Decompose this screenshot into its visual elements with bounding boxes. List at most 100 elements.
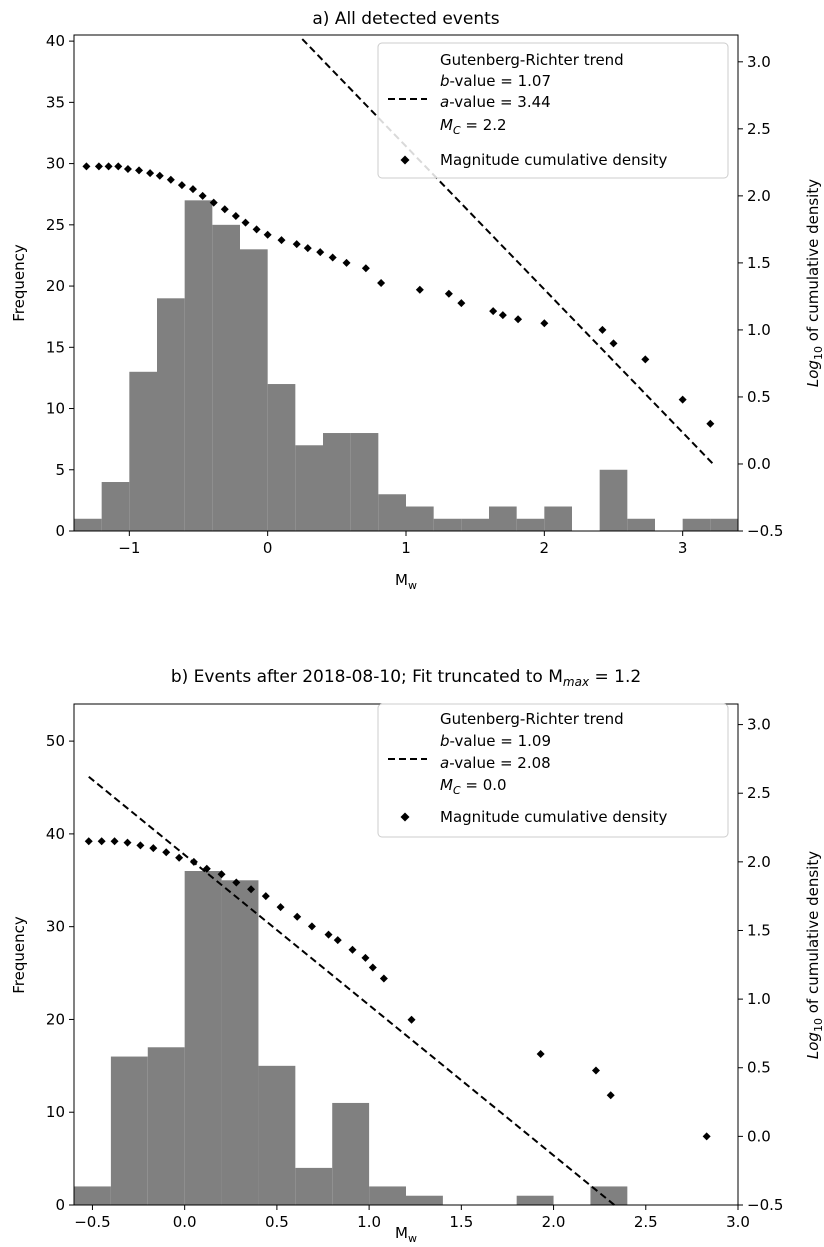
cumulative-point [82,162,91,171]
cumulative-points-a [82,162,715,428]
cumulative-point [328,253,337,262]
y-tick-label: 40 [46,32,65,50]
cumulative-point [104,162,113,171]
y-right-tick-label: 0.0 [747,1127,771,1145]
cumulative-point [155,171,164,180]
y-label-right-b: Log10 of cumulative density [804,851,824,1059]
legend-box-b [377,703,729,838]
histogram-bar [433,518,462,531]
histogram-bar [295,445,323,531]
histogram-bar [267,384,296,531]
y-tick-label: 20 [46,277,65,295]
histogram-bar [378,494,406,531]
cumulative-point [361,953,370,962]
cumulative-point [276,903,285,912]
legend-a: Gutenberg-Richter trend b-value = 1.07 a… [377,42,729,179]
histogram-bar [110,1056,148,1205]
histogram-bar [627,518,655,531]
legend-line-label-b-3: a-value = 2.08 [440,754,551,772]
cumulative-point [368,963,377,972]
cumulative-point [598,325,607,334]
histogram-bar [295,1167,333,1205]
x-tick-label: 0 [263,539,273,557]
y-ticks-right-b: −0.5 0.0 0.5 1.0 1.5 2.0 2.5 3.0 [738,716,783,1214]
cumulative-point [232,878,241,887]
cumulative-point [457,299,466,308]
cumulative-point [110,837,119,846]
histogram-bar [350,433,379,531]
legend-line-label-b-2: b-value = 1.09 [440,732,551,750]
histogram-bar [710,518,738,531]
cumulative-point [606,1091,615,1100]
histogram-bar [516,1195,554,1205]
x-tick-label: −0.5 [74,1213,110,1231]
x-tick-label: 1.5 [449,1213,473,1231]
y-right-tick-label: 1.5 [747,254,771,272]
x-tick-label: 2 [540,539,550,557]
x-tick-label: 2.5 [634,1213,658,1231]
cumulative-point [198,191,207,200]
histogram-bar [101,482,130,531]
histogram-bar [240,249,268,531]
cumulative-point [609,339,618,348]
cumulative-point [342,258,351,267]
cumulative-point [333,936,342,945]
legend-line-label-a-4: MC = 2.2 [440,116,507,137]
histogram-b [74,871,628,1205]
y-right-tick-label: 1.5 [747,921,771,939]
histogram-bar [599,469,628,531]
y-right-tick-label: 1.0 [747,990,771,1008]
cumulative-point [247,885,256,894]
y-tick-label: 10 [46,400,65,418]
y-right-tick-label: 0.5 [747,1059,771,1077]
cumulative-point [94,162,103,171]
histogram-a [74,200,738,532]
cumulative-point [149,844,158,853]
x-tick-label: 0.0 [173,1213,197,1231]
y-right-tick-label: 1.0 [747,321,771,339]
legend-marker-label-a: Magnitude cumulative density [440,151,668,169]
histogram-bar [369,1186,406,1205]
y-right-tick-label: 2.0 [747,187,771,205]
cumulative-point [84,837,93,846]
x-tick-label: 2.0 [542,1213,566,1231]
cumulative-point [202,864,211,873]
cumulative-point [114,162,123,171]
cumulative-point [324,930,333,939]
cumulative-point [415,285,424,294]
cumulative-point [252,225,261,234]
x-tick-label: −1 [118,539,140,557]
y-tick-label: 40 [46,825,65,843]
histogram-bar [544,506,572,531]
histogram-bar [74,518,102,531]
y-tick-label: 15 [46,338,65,356]
cumulative-point [407,1015,416,1024]
y-ticks-a: 0 5 10 15 20 25 30 35 40 [46,32,74,540]
y-tick-label: 10 [46,1103,65,1121]
y-right-tick-label: 2.5 [747,120,771,138]
y-tick-label: 30 [46,918,65,936]
histogram-bar [212,224,240,532]
histogram-bar [406,506,434,531]
legend-line-label-a-3: a-value = 3.44 [440,93,551,111]
histogram-bar [406,1195,443,1205]
cumulative-point [146,169,155,178]
y-tick-label: 50 [46,732,65,750]
cumulative-point [379,974,388,983]
cumulative-point [293,912,302,921]
cumulative-point [489,307,498,316]
cumulative-point [348,945,357,954]
gutenberg-richter-fit-line [88,775,616,1206]
cumulative-point [514,315,523,324]
y-right-tick-label: 3.0 [747,53,771,71]
cumulative-point [231,211,240,220]
histogram-bar [157,298,185,531]
cumulative-point [277,236,286,245]
x-ticks-a: −1 0 1 2 3 [118,531,687,557]
cumulative-point [189,857,198,866]
cumulative-point [162,848,171,857]
histogram-bar [258,1065,296,1205]
y-right-tick-label: −0.5 [747,1196,783,1214]
cumulative-point [217,870,226,879]
